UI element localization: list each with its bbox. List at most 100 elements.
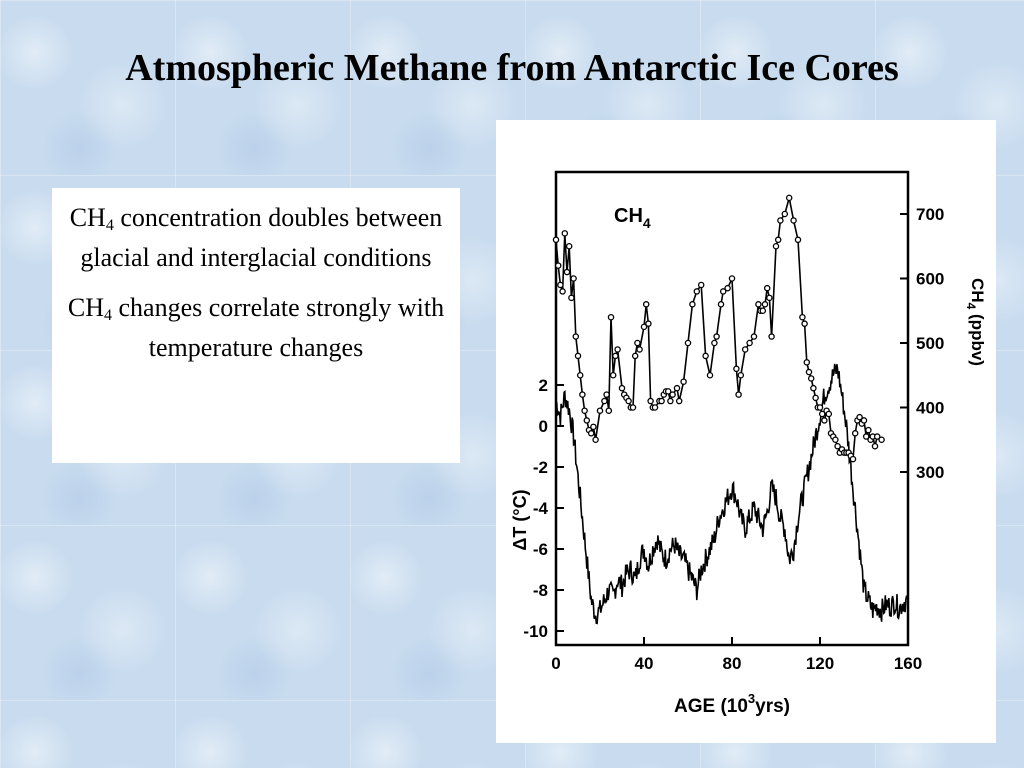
methane-point-8	[570, 275, 577, 282]
methane-point-59	[713, 333, 720, 340]
slide-title: Atmospheric Methane from Antarctic Ice C…	[125, 47, 899, 89]
bullet-2: CH4 changes correlate strongly with temp…	[66, 288, 446, 368]
methane-line	[555, 197, 883, 462]
methane-point-78	[774, 236, 782, 244]
methane-point-7	[568, 294, 575, 302]
methane-point-34	[634, 339, 641, 347]
bullet-1-pre: CH	[69, 203, 106, 232]
methane-point-47	[667, 397, 674, 405]
methane-point-88	[807, 375, 815, 382]
x-axis-label: AGE (103yrs)	[674, 691, 790, 717]
methane-point-39	[647, 397, 654, 405]
methane-point-35	[636, 346, 643, 353]
methane-point-4	[561, 230, 569, 237]
methane-point-21	[603, 391, 610, 398]
methane-point-80	[781, 210, 789, 218]
x-tick-label-2: 80	[723, 654, 742, 673]
chart-svg: 0 40 80 120 16020-2-4-6-8-10700600500400300 …	[510, 170, 987, 717]
methane-point-110	[856, 413, 863, 421]
y-left-tick-label-0: 2	[539, 376, 548, 395]
methane-point-0	[552, 236, 560, 244]
methane-point-75	[766, 294, 773, 302]
methane-point-67	[741, 346, 749, 353]
methane-point-32	[629, 404, 637, 411]
methane-point-96	[825, 410, 833, 418]
methane-point-87	[805, 368, 813, 376]
axes: 0 40 80 120 160 2 0 -2 -4 -6 -8 -10 700 600 500 400 300	[523, 205, 944, 673]
methane-point-83	[794, 236, 802, 244]
y-right-tick-label-0: 700	[916, 205, 944, 224]
y-right-tick-label-3: 400	[916, 399, 944, 418]
methane-point-19	[596, 407, 604, 414]
methane-point-86	[803, 359, 811, 366]
methane-point-94	[821, 417, 828, 424]
bullet-1: CH4 concentration doubles between glacia…	[66, 198, 446, 278]
temperature-series	[555, 363, 909, 625]
methane-point-74	[763, 284, 771, 292]
methane-point-25	[612, 352, 619, 360]
y-right-tick-label-1: 600	[916, 270, 944, 289]
methane-point-37	[642, 301, 650, 308]
x-tick-label-0: 0	[551, 654, 560, 673]
methane-point-89	[810, 384, 817, 392]
methane-point-117	[871, 442, 879, 450]
bullet-text-box: CH4 concentration doubles between glacia…	[52, 188, 460, 463]
methane-point-27	[618, 384, 626, 392]
methane-point-58	[711, 339, 718, 347]
methane-point-100	[834, 442, 841, 450]
methane-point-11	[576, 371, 584, 379]
methane-point-10	[574, 352, 582, 360]
methane-point-84	[799, 313, 806, 321]
methane-point-90	[812, 394, 819, 402]
methane-point-53	[689, 301, 696, 308]
bullet-2-sub: 4	[104, 307, 112, 324]
methane-point-63	[728, 275, 736, 282]
methane-point-68	[746, 339, 753, 347]
methane-point-85	[801, 320, 808, 327]
methane-point-20	[601, 397, 608, 405]
methane-point-50	[675, 397, 683, 405]
methane-point-61	[719, 288, 727, 295]
methane-point-72	[759, 307, 767, 314]
methane-point-23	[607, 313, 615, 321]
methane-point-22	[605, 407, 613, 414]
methane-point-3	[559, 288, 566, 295]
methane-point-81	[785, 194, 793, 202]
methane-point-13	[581, 407, 588, 414]
methane-point-99	[832, 436, 839, 443]
methane-point-93	[818, 410, 826, 418]
methane-point-77	[772, 243, 780, 250]
methane-point-48	[669, 391, 676, 398]
methane-point-92	[816, 404, 824, 411]
y-left-tick-label-4: -6	[533, 540, 548, 559]
methane-point-12	[579, 391, 586, 398]
methane-point-24	[609, 371, 617, 379]
methane-point-51	[680, 378, 687, 385]
methane-point-70	[755, 301, 762, 308]
y-left-tick-label-5: -8	[533, 581, 548, 600]
ice-core-figure: 0 40 80 120 160 2 0 -2 -4 -6 -8 -10 700 600 500 400 300 …	[496, 120, 996, 743]
methane-point-62	[724, 284, 731, 292]
methane-point-112	[860, 417, 868, 424]
y-left-tick-label-3: -4	[533, 499, 549, 518]
bullet-1-sub: 4	[105, 217, 114, 234]
methane-point-9	[572, 333, 580, 340]
bullet-2-post: changes correlate strongly with temperat…	[112, 293, 445, 362]
methane-point-66	[737, 371, 745, 379]
methane-point-1	[554, 262, 562, 269]
methane-point-16	[587, 430, 595, 437]
methane-point-119	[878, 436, 885, 443]
y-right-tick-label-4: 300	[916, 463, 944, 482]
methane-point-56	[702, 352, 709, 360]
methane-point-54	[693, 288, 701, 295]
methane-point-114	[865, 426, 872, 434]
methane-point-79	[777, 217, 784, 224]
y-axis-label-right: CH4 (ppbv)	[964, 278, 987, 366]
methane-point-82	[790, 217, 797, 224]
methane-point-76	[768, 333, 775, 340]
methane-point-52	[684, 339, 692, 347]
methane-point-5	[563, 268, 571, 276]
methane-point-73	[761, 301, 769, 308]
y-axis-label-left: ΔT (°C)	[510, 489, 530, 550]
methane-point-14	[583, 417, 591, 424]
